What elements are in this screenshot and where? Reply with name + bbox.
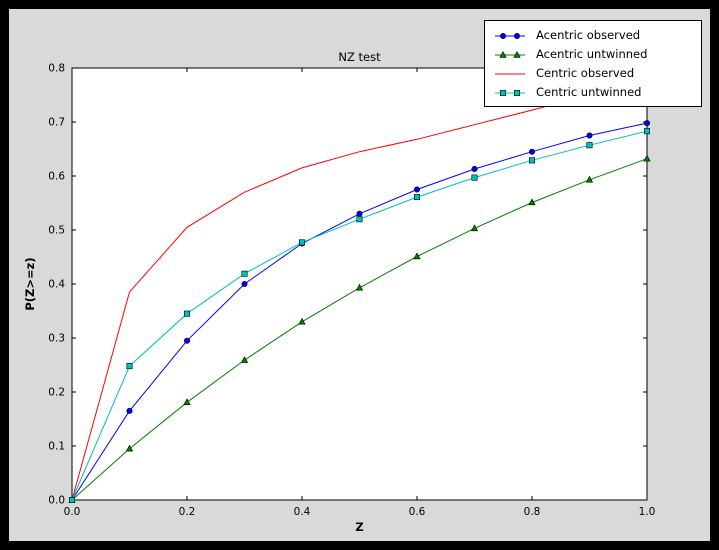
circle-marker [586, 132, 593, 139]
x-tick-label: 0.0 [64, 506, 81, 518]
circle-marker [126, 407, 133, 414]
triangle-marker [585, 175, 594, 183]
square-marker [68, 496, 75, 503]
x-tick-label: 0.2 [179, 506, 196, 518]
y-tick-label: 0.4 [48, 279, 65, 291]
circle-marker [513, 32, 520, 39]
legend-item: Centric untwinned [493, 84, 693, 101]
circle-marker [413, 186, 420, 193]
square-marker [298, 239, 305, 246]
x-axis-label: Z [355, 520, 363, 534]
nz-test-chart: 0.0 0.2 0.4 0.6 0.8 1.0 0.0 0.1 0.2 0.3 0.4 0.5 0.6 0… [23, 50, 656, 534]
triangle-marker [240, 356, 249, 363]
triangle-marker [183, 398, 191, 405]
y-tick-label: 0.7 [48, 117, 65, 129]
square-marker [241, 270, 248, 277]
circle-marker [643, 120, 650, 127]
legend-item: Acentric observed [493, 27, 693, 44]
figure-canvas: 0.0 0.2 0.4 0.6 0.8 1.0 0.0 0.1 0.2 0.3 0.4 0.5 0.6 0… [9, 9, 710, 541]
square-marker [184, 310, 191, 317]
square-marker [513, 89, 520, 96]
y-tick-label: 0.0 [48, 495, 65, 507]
x-tick-label: 1.0 [639, 506, 656, 518]
triangle-marker [470, 224, 479, 232]
triangle-marker [643, 154, 651, 162]
triangle-marker [125, 444, 134, 452]
square-marker [471, 174, 478, 181]
square-marker [586, 142, 593, 149]
y-tick-label: 0.2 [48, 387, 65, 399]
legend-sample-line [495, 89, 525, 96]
x-tick-label: 0.6 [409, 506, 426, 518]
legend-item-label: Centric untwinned [536, 85, 642, 99]
square-marker [500, 89, 507, 96]
legend-item-label: Acentric observed [536, 28, 641, 42]
square-marker [528, 157, 535, 164]
x-tick-label: 0.8 [524, 506, 541, 518]
legend-item-label: Centric observed [536, 66, 635, 80]
circle-marker [356, 210, 363, 217]
square-marker [643, 128, 650, 135]
legend-sample-line [495, 73, 525, 74]
legend-item-label: Acentric untwinned [536, 47, 648, 61]
y-tick-label: 0.1 [48, 441, 65, 453]
triangle-marker [298, 317, 306, 325]
triangle-marker [499, 50, 507, 58]
x-tick-label: 0.4 [294, 506, 311, 518]
triangle-marker [355, 283, 364, 291]
y-tick-label: 0.5 [48, 225, 65, 237]
y-tick-label: 0.8 [48, 63, 65, 75]
square-marker [356, 216, 363, 223]
triangle-marker [528, 198, 536, 206]
y-axis-label: P(Z>=z) [23, 257, 37, 310]
circle-marker [241, 280, 248, 287]
legend-sample-line [495, 32, 525, 39]
circle-marker [184, 337, 191, 344]
triangle-marker [413, 252, 421, 260]
circle-marker [471, 165, 478, 172]
square-marker [126, 363, 133, 370]
square-marker [413, 194, 420, 201]
legend: Acentric observed Acentric untwinned Centr… [484, 20, 702, 107]
legend-item: Acentric untwinned [493, 46, 693, 63]
legend-item: Centric observed [493, 65, 693, 82]
y-tick-label: 0.6 [48, 171, 65, 183]
circle-marker [500, 32, 507, 39]
legend-sample-line [495, 50, 525, 58]
y-tick-label: 0.3 [48, 333, 65, 345]
circle-marker [528, 148, 535, 155]
chart-title: NZ test [338, 50, 381, 64]
triangle-marker [513, 50, 521, 58]
